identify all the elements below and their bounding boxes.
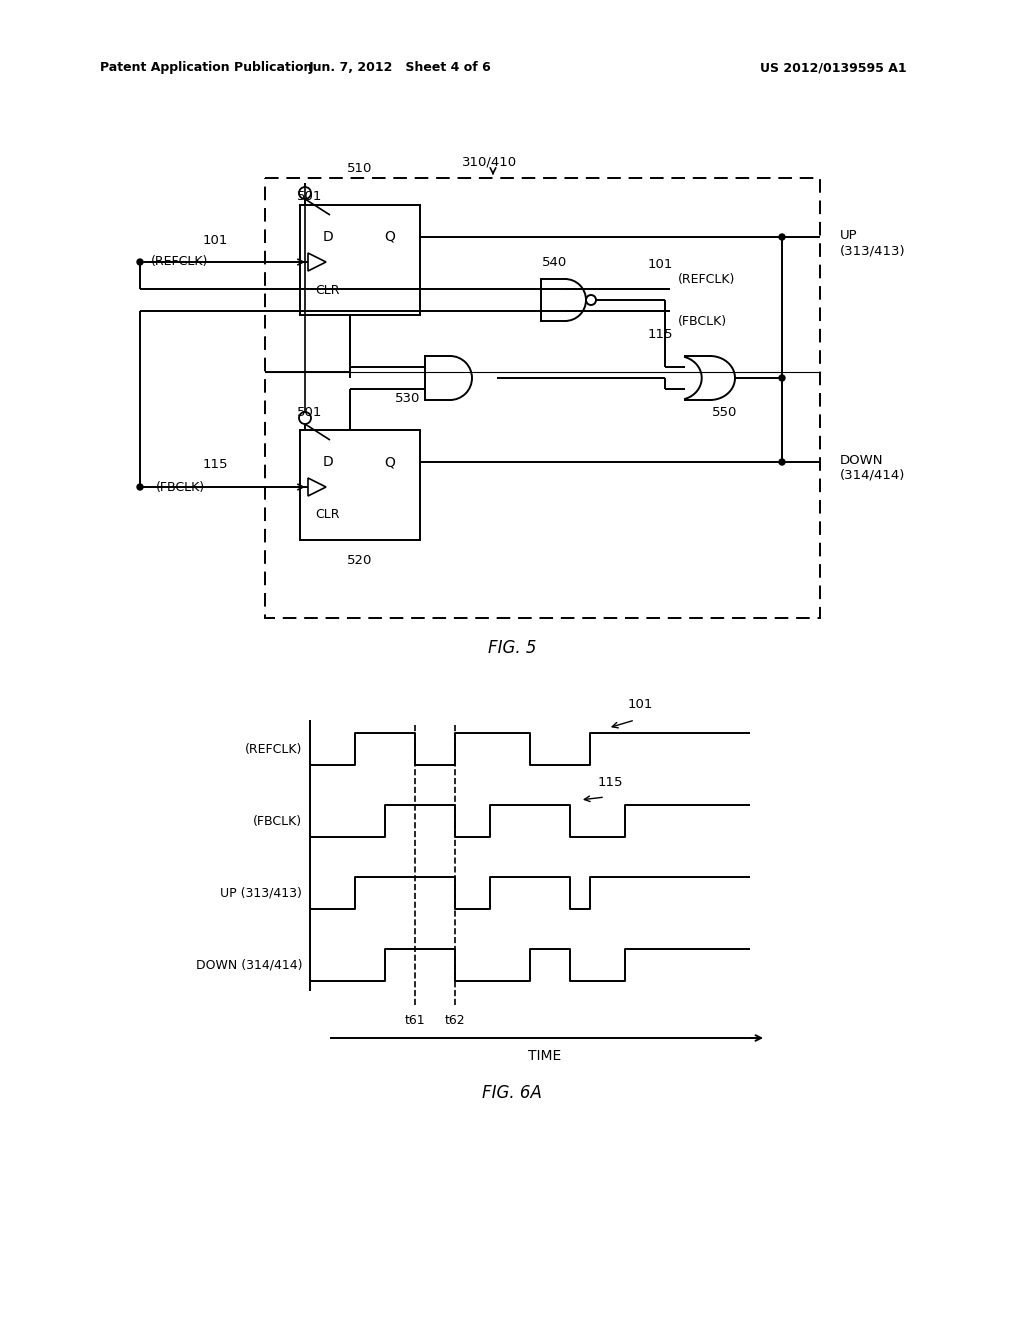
Text: (REFCLK): (REFCLK) <box>678 272 735 285</box>
Bar <box>300 205 420 315</box>
Text: CLR: CLR <box>315 284 340 297</box>
Text: D: D <box>323 230 334 244</box>
Text: TIME: TIME <box>528 1049 561 1063</box>
Circle shape <box>779 459 785 465</box>
Text: DOWN
(314/414): DOWN (314/414) <box>840 454 905 482</box>
Circle shape <box>586 294 596 305</box>
Circle shape <box>299 187 311 199</box>
Text: 115: 115 <box>597 776 623 789</box>
Text: 101: 101 <box>203 234 227 247</box>
Circle shape <box>779 234 785 240</box>
Text: 540: 540 <box>543 256 567 268</box>
Text: 510: 510 <box>347 161 373 174</box>
Circle shape <box>137 484 143 490</box>
Text: Jun. 7, 2012   Sheet 4 of 6: Jun. 7, 2012 Sheet 4 of 6 <box>308 62 492 74</box>
Text: FIG. 6A: FIG. 6A <box>482 1084 542 1102</box>
Text: Patent Application Publication: Patent Application Publication <box>100 62 312 74</box>
Circle shape <box>779 375 785 381</box>
Text: (FBCLK): (FBCLK) <box>678 314 727 327</box>
Text: UP (313/413): UP (313/413) <box>220 887 302 899</box>
Text: 115: 115 <box>203 458 227 471</box>
Text: Q: Q <box>385 230 395 244</box>
Text: (REFCLK): (REFCLK) <box>152 256 209 268</box>
Text: 310/410: 310/410 <box>463 156 517 169</box>
Text: 115: 115 <box>647 329 673 342</box>
Text: (FBCLK): (FBCLK) <box>253 814 302 828</box>
Text: t61: t61 <box>404 1014 425 1027</box>
Text: 501: 501 <box>297 405 323 418</box>
Text: (FBCLK): (FBCLK) <box>156 480 205 494</box>
Text: 101: 101 <box>647 257 673 271</box>
Text: t62: t62 <box>444 1014 465 1027</box>
Bar <box>265 178 820 618</box>
Text: Q: Q <box>385 455 395 469</box>
Text: 520: 520 <box>347 553 373 566</box>
Text: US 2012/0139595 A1: US 2012/0139595 A1 <box>760 62 906 74</box>
Text: UP
(313/413): UP (313/413) <box>840 228 905 257</box>
Text: 530: 530 <box>395 392 421 404</box>
Text: CLR: CLR <box>315 508 340 521</box>
Text: 550: 550 <box>713 405 737 418</box>
Text: (REFCLK): (REFCLK) <box>245 742 302 755</box>
Text: 101: 101 <box>628 698 652 711</box>
Text: 501: 501 <box>297 190 323 202</box>
Text: FIG. 5: FIG. 5 <box>487 639 537 657</box>
Bar <box>300 430 420 540</box>
Circle shape <box>299 412 311 424</box>
Text: DOWN (314/414): DOWN (314/414) <box>196 958 302 972</box>
Text: D: D <box>323 455 334 469</box>
Circle shape <box>137 259 143 265</box>
